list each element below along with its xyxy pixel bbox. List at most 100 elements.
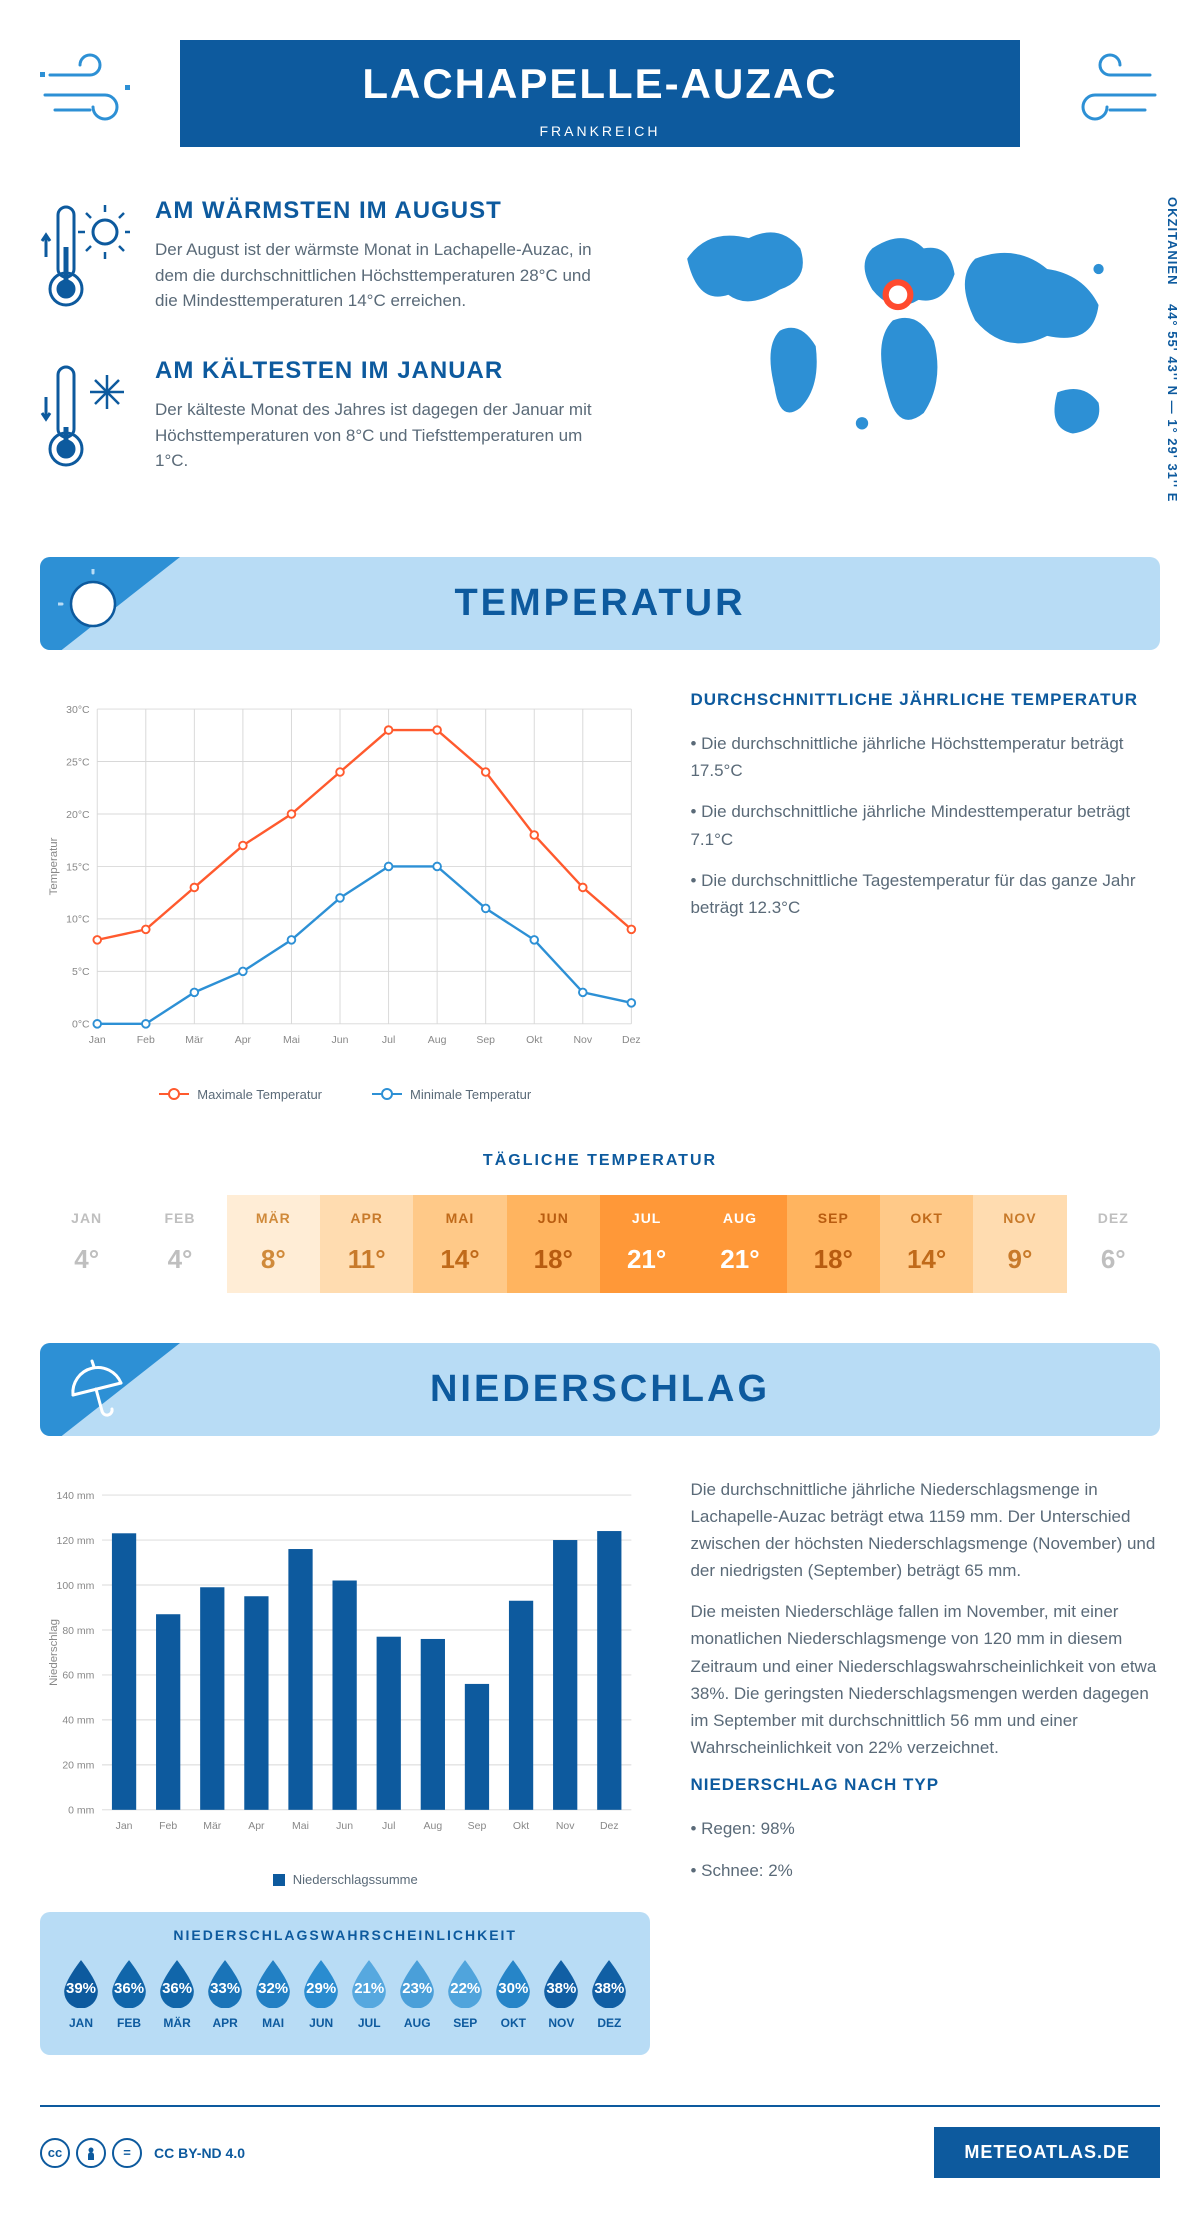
temp-cell: AUG21° (693, 1195, 786, 1293)
legend-precip: Niederschlagssumme (293, 1872, 418, 1887)
svg-text:25°C: 25°C (66, 757, 90, 768)
temp-cell: FEB4° (133, 1195, 226, 1293)
prob-cell: 36%FEB (108, 1958, 150, 2030)
thermometer-sun-icon (40, 197, 130, 322)
svg-text:Sep: Sep (468, 1820, 487, 1831)
daily-temp-grid: JAN4°FEB4°MÄR8°APR11°MAI14°JUN18°JUL21°A… (40, 1195, 1160, 1293)
prob-cell: 39%JAN (60, 1958, 102, 2030)
temp-info-heading: DURCHSCHNITTLICHE JÄHRLICHE TEMPERATUR (690, 690, 1160, 710)
legend-min: Minimale Temperatur (410, 1087, 531, 1102)
prob-cell: 21%JUL (348, 1958, 390, 2030)
svg-text:80 mm: 80 mm (62, 1625, 94, 1636)
svg-text:100 mm: 100 mm (56, 1580, 94, 1591)
prob-grid: 39%JAN36%FEB36%MÄR33%APR32%MAI29%JUN21%J… (60, 1958, 630, 2030)
map-column: OKZITANIEN 44° 55' 43'' N — 1° 29' 31'' … (646, 197, 1160, 517)
prob-cell: 30%OKT (492, 1958, 534, 2030)
svg-text:60 mm: 60 mm (62, 1670, 94, 1681)
temp-section-header: TEMPERATUR (40, 557, 1160, 650)
svg-text:Jan: Jan (89, 1035, 106, 1046)
svg-text:Mai: Mai (292, 1820, 309, 1831)
wind-icon (1050, 50, 1160, 135)
cold-desc: Der kälteste Monat des Jahres ist dagege… (155, 397, 606, 474)
prob-cell: 36%MÄR (156, 1958, 198, 2030)
precip-p1: Die durchschnittliche jährliche Niedersc… (690, 1476, 1160, 1585)
facts-column: AM WÄRMSTEN IM AUGUST Der August ist der… (40, 197, 606, 517)
intro-block: AM WÄRMSTEN IM AUGUST Der August ist der… (40, 197, 1160, 517)
license-text: CC BY-ND 4.0 (154, 2145, 245, 2161)
temp-heading: TEMPERATUR (40, 582, 1160, 625)
precip-snow: Schnee: 2% (690, 1857, 1160, 1884)
cold-title: AM KÄLTESTEN IM JANUAR (155, 357, 606, 385)
svg-text:20 mm: 20 mm (62, 1760, 94, 1771)
prob-cell: 38%DEZ (588, 1958, 630, 2030)
cold-fact: AM KÄLTESTEN IM JANUAR Der kälteste Mona… (40, 357, 606, 482)
precip-legend: Niederschlagssumme (40, 1872, 650, 1887)
svg-text:Niederschlag: Niederschlag (48, 1619, 60, 1686)
warm-text: AM WÄRMSTEN IM AUGUST Der August ist der… (155, 197, 606, 322)
svg-text:Jan: Jan (116, 1820, 133, 1831)
cc-icon: cc (40, 2138, 70, 2168)
svg-text:Nov: Nov (556, 1820, 575, 1831)
svg-text:Jul: Jul (382, 1820, 395, 1831)
svg-text:Temperatur: Temperatur (48, 837, 60, 895)
temp-cell: DEZ6° (1067, 1195, 1160, 1293)
longitude: 1° 29' 31'' E (1165, 419, 1180, 502)
prob-cell: 22%SEP (444, 1958, 486, 2030)
prob-cell: 23%AUG (396, 1958, 438, 2030)
warm-title: AM WÄRMSTEN IM AUGUST (155, 197, 606, 225)
svg-text:Feb: Feb (159, 1820, 177, 1831)
by-icon (76, 2138, 106, 2168)
page: LACHAPELLE-AUZAC FRANKREICH AM WÄRMSTEN … (0, 0, 1200, 2218)
prob-cell: 32%MAI (252, 1958, 294, 2030)
wind-icon (40, 50, 150, 135)
warm-desc: Der August ist der wärmste Monat in Lach… (155, 237, 606, 314)
svg-text:Dez: Dez (622, 1035, 641, 1046)
svg-text:0 mm: 0 mm (68, 1805, 94, 1816)
thermometer-snow-icon (40, 357, 130, 482)
site-badge: METEOATLAS.DE (934, 2127, 1160, 2178)
region: OKZITANIEN (1165, 197, 1180, 285)
temp-cell: JAN4° (40, 1195, 133, 1293)
country-label: FRANKREICH (180, 123, 1020, 139)
precip-type-heading: NIEDERSCHLAG NACH TYP (690, 1775, 1160, 1795)
license-block: cc = CC BY-ND 4.0 (40, 2138, 245, 2168)
svg-text:10°C: 10°C (66, 915, 90, 926)
temp-chart-block: 0°C5°C10°C15°C20°C25°C30°CJanFebMärAprMa… (40, 690, 1160, 1102)
svg-text:Aug: Aug (428, 1035, 447, 1046)
svg-text:Dez: Dez (600, 1820, 619, 1831)
temp-line-chart: 0°C5°C10°C15°C20°C25°C30°CJanFebMärAprMa… (40, 690, 650, 1102)
svg-text:Apr: Apr (248, 1820, 265, 1831)
svg-text:15°C: 15°C (66, 862, 90, 873)
svg-text:0°C: 0°C (72, 1020, 90, 1031)
world-map-icon (646, 197, 1160, 485)
svg-text:Okt: Okt (526, 1035, 542, 1046)
umbrella-icon (58, 1355, 128, 1430)
temp-cell: SEP18° (787, 1195, 880, 1293)
precip-section-header: NIEDERSCHLAG (40, 1343, 1160, 1436)
svg-text:5°C: 5°C (72, 967, 90, 978)
svg-text:20°C: 20°C (66, 810, 90, 821)
svg-text:Nov: Nov (573, 1035, 592, 1046)
prob-heading: NIEDERSCHLAGSWAHRSCHEINLICHKEIT (60, 1927, 630, 1943)
svg-text:Apr: Apr (235, 1035, 252, 1046)
svg-text:Jun: Jun (332, 1035, 349, 1046)
temp-bullet: Die durchschnittliche jährliche Höchstte… (690, 730, 1160, 784)
header: LACHAPELLE-AUZAC FRANKREICH (40, 40, 1160, 147)
precip-bar-chart: 0 mm 20 mm 40 mm 60 mm 80 mm 100 mm 120 mm 140 … (40, 1476, 650, 2056)
prob-cell: 29%JUN (300, 1958, 342, 2030)
sun-icon (58, 569, 128, 644)
daily-temp-heading: TÄGLICHE TEMPERATUR (40, 1152, 1160, 1170)
temp-cell: JUN18° (507, 1195, 600, 1293)
temp-bullet: Die durchschnittliche jährliche Mindestt… (690, 798, 1160, 852)
svg-text:Mär: Mär (185, 1035, 204, 1046)
svg-text:Okt: Okt (513, 1820, 529, 1831)
location-marker-icon (885, 282, 910, 307)
svg-text:140 mm: 140 mm (56, 1490, 94, 1501)
precip-p2: Die meisten Niederschläge fallen im Nove… (690, 1598, 1160, 1761)
coordinates: OKZITANIEN 44° 55' 43'' N — 1° 29' 31'' … (1165, 197, 1180, 502)
svg-text:Aug: Aug (424, 1820, 443, 1831)
svg-text:120 mm: 120 mm (56, 1535, 94, 1546)
svg-text:40 mm: 40 mm (62, 1715, 94, 1726)
svg-text:Mai: Mai (283, 1035, 300, 1046)
cold-text: AM KÄLTESTEN IM JANUAR Der kälteste Mona… (155, 357, 606, 482)
